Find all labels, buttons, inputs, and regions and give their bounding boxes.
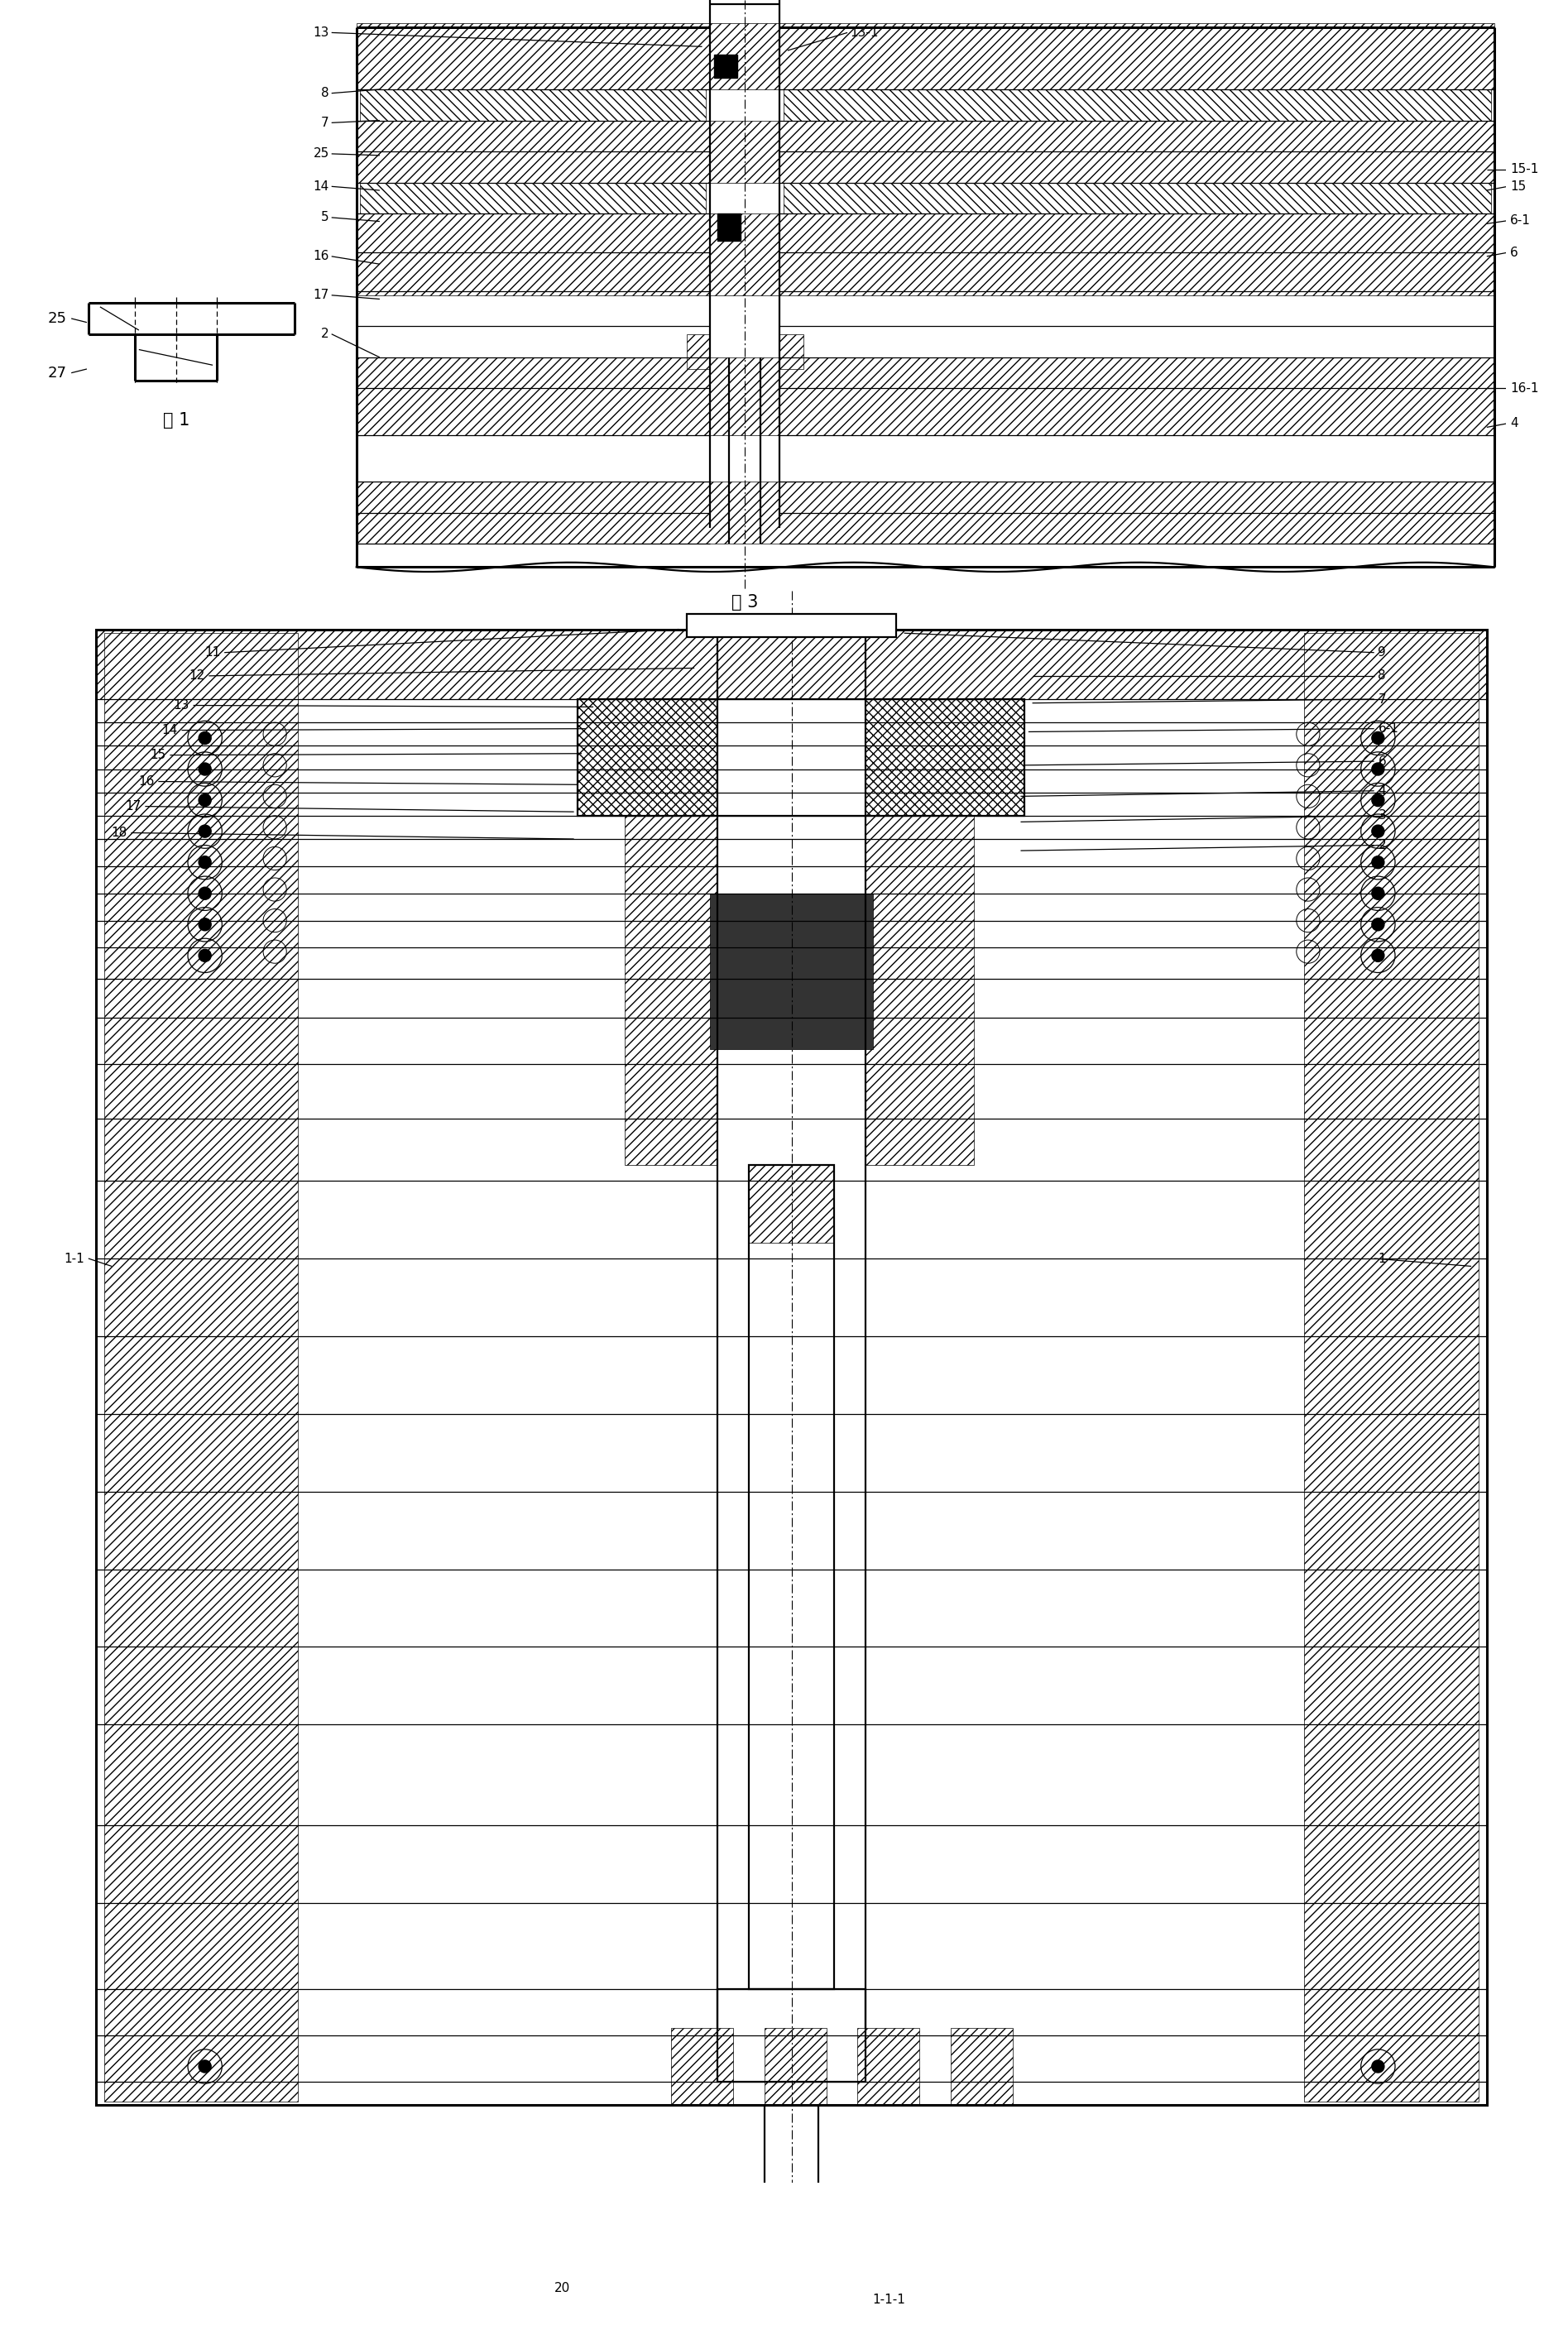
Bar [1305,632,1479,2102]
Text: 17: 17 [314,288,329,302]
Bar [356,358,1494,435]
Bar [718,214,742,242]
Bar [624,816,718,1165]
Text: 3: 3 [1378,809,1386,823]
Text: 5: 5 [321,212,329,223]
Bar [579,700,718,816]
Bar [96,630,1486,2104]
Text: 1-1-1: 1-1-1 [872,2292,905,2306]
Text: 13: 13 [174,700,190,711]
Text: 15-1: 15-1 [1510,163,1538,177]
Bar [779,335,803,370]
Text: 图 3: 图 3 [731,593,759,611]
Bar [356,481,1494,544]
Circle shape [1372,793,1385,807]
Bar [858,2027,920,2104]
Text: 图 1: 图 1 [163,412,190,428]
Text: 9: 9 [1378,646,1386,658]
Text: 8: 8 [1378,670,1386,681]
Circle shape [1372,888,1385,900]
Text: 6-1: 6-1 [1510,214,1530,228]
Circle shape [199,825,212,837]
Text: 1: 1 [1378,1253,1386,1265]
Text: 14: 14 [314,181,329,193]
Text: 27: 27 [47,365,66,381]
Text: 7: 7 [321,116,329,128]
Text: 2: 2 [321,328,329,339]
Text: 16: 16 [314,251,329,263]
Circle shape [199,793,212,807]
Circle shape [199,949,212,963]
Text: 16: 16 [138,774,154,788]
Bar [356,121,1494,184]
Bar [361,88,706,121]
Circle shape [1372,918,1385,930]
Text: 25: 25 [314,146,329,160]
Circle shape [1372,949,1385,963]
Text: 12: 12 [190,670,205,681]
Bar [750,1165,834,1244]
Text: 14: 14 [162,723,177,737]
Text: 17: 17 [125,800,141,811]
Bar [764,2027,826,2104]
Bar [579,700,1024,816]
Bar [784,184,1491,214]
Text: 20: 20 [555,2281,571,2295]
Text: 2: 2 [1378,839,1386,851]
Bar [779,2304,927,2325]
Bar [356,23,1494,88]
Bar [726,2260,858,2306]
Text: 13-1: 13-1 [850,26,878,40]
Bar [713,53,737,77]
Bar [718,1988,866,2081]
Text: 6: 6 [1510,246,1518,258]
Circle shape [199,918,212,930]
Text: 6: 6 [1378,756,1386,767]
Circle shape [199,856,212,870]
Text: 18: 18 [111,828,127,839]
Text: 8: 8 [321,86,329,100]
Bar [950,2027,1013,2104]
Bar [710,893,873,1049]
Bar [103,632,298,2102]
Bar [485,2304,640,2325]
Text: 11: 11 [204,646,221,658]
Circle shape [1372,732,1385,744]
Bar [866,700,1024,816]
Bar [750,1165,834,1988]
Text: 1-1: 1-1 [64,1253,85,1265]
Circle shape [1372,763,1385,774]
Text: 25: 25 [47,312,66,326]
Text: 13: 13 [314,26,329,40]
Circle shape [1372,856,1385,870]
Text: 15: 15 [151,749,166,760]
Text: 4: 4 [1510,416,1518,430]
Bar [356,214,1494,295]
Bar [784,88,1491,121]
Circle shape [199,763,212,774]
Bar [671,2027,734,2104]
Circle shape [1372,2060,1385,2072]
Text: 16-1: 16-1 [1510,381,1538,395]
Text: 4: 4 [1378,784,1386,797]
Bar [96,630,1486,700]
Circle shape [199,2060,212,2072]
Bar [687,335,710,370]
Text: 15: 15 [1510,181,1526,193]
Bar [361,184,706,214]
Bar [687,614,897,637]
Bar [866,816,974,1165]
Circle shape [199,732,212,744]
Circle shape [199,888,212,900]
Text: 7: 7 [1378,693,1386,704]
Text: 6-1: 6-1 [1378,723,1399,735]
Circle shape [1372,825,1385,837]
